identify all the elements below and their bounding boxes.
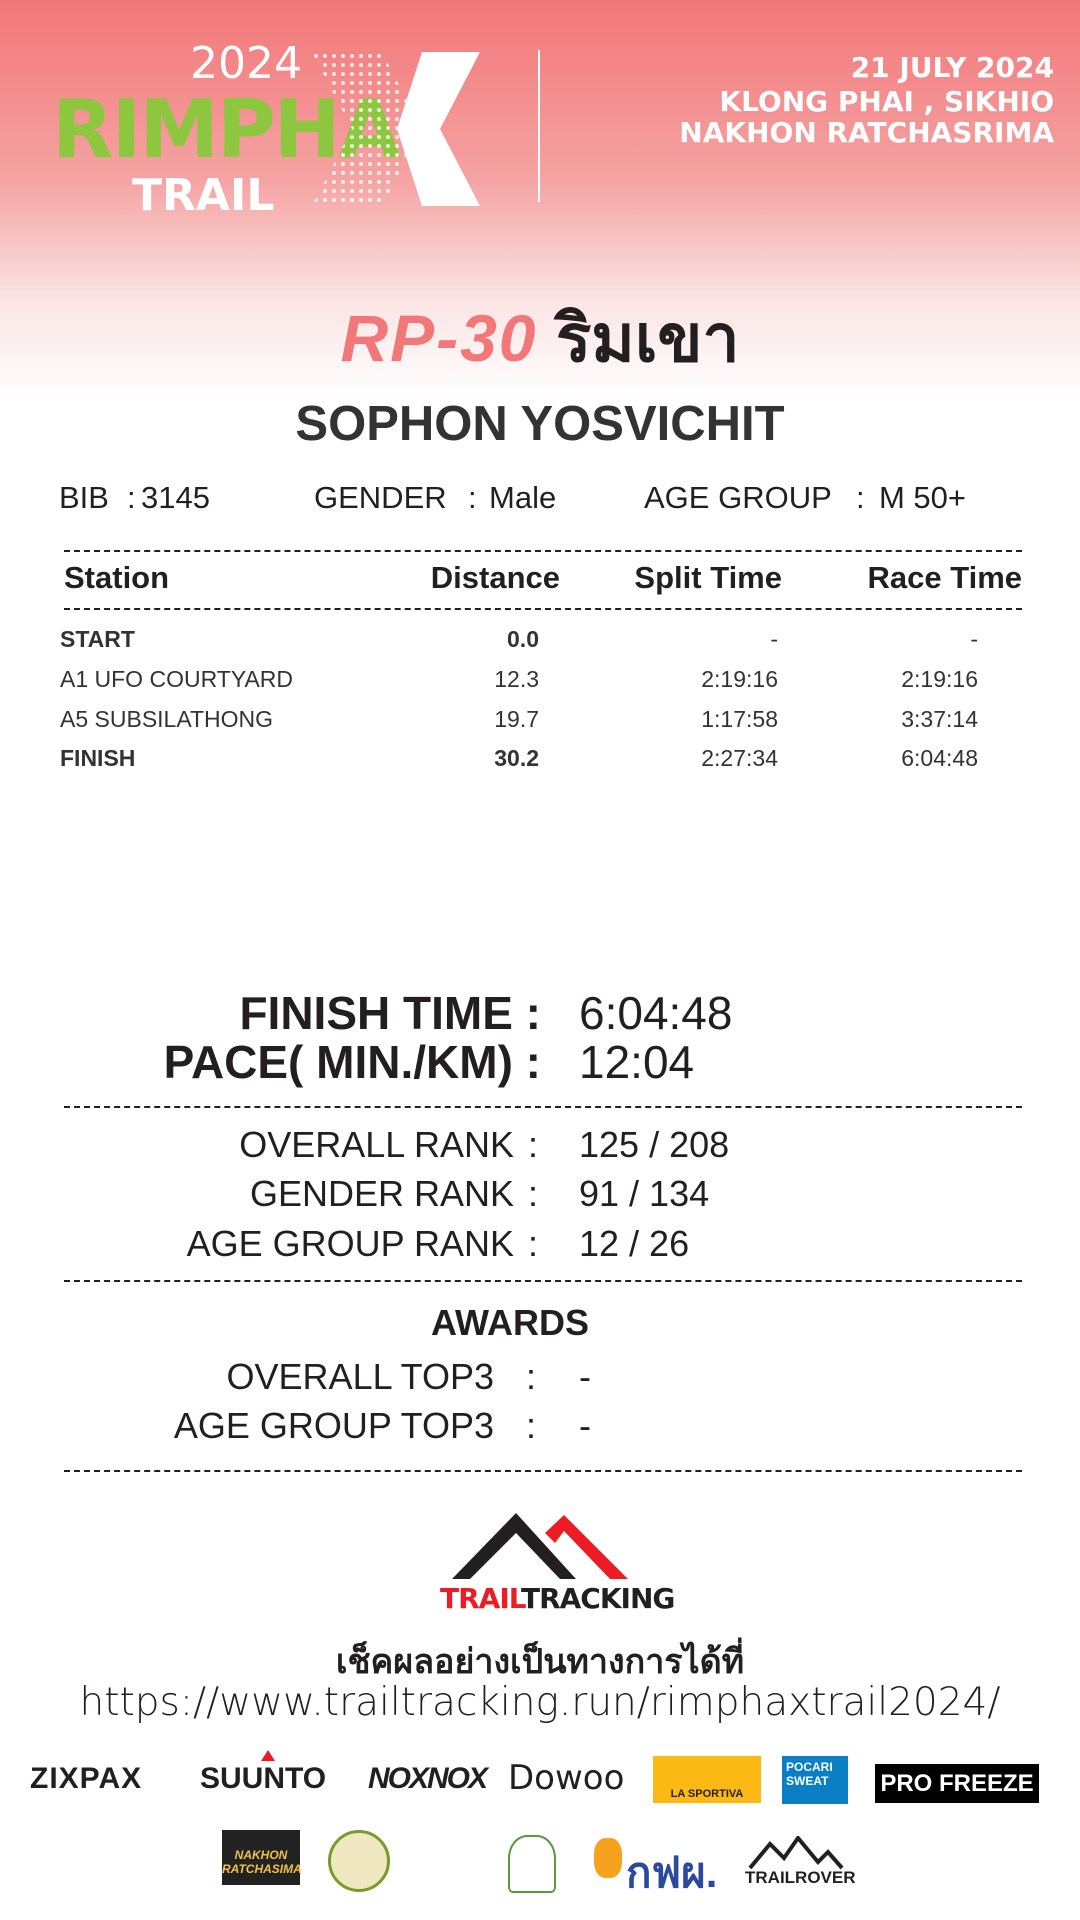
sponsor-profreeze: PRO FREEZE — [875, 1764, 1039, 1803]
race-name: ริมเขา — [555, 301, 740, 375]
event-location-2: NAKHON RATCHASRIMA — [679, 116, 1054, 149]
bib-label: BIB — [59, 480, 109, 515]
rank-sep: : — [528, 1223, 539, 1264]
gender-sep: : — [468, 480, 477, 515]
header-banner — [0, 0, 1080, 400]
station-name: A1 UFO COURTYARD — [60, 666, 294, 692]
event-date: 21 JULY 2024 — [850, 51, 1054, 84]
station-distance: 19.7 — [494, 706, 539, 732]
sponsor-nakhon: NAKHON RATCHASIMA — [222, 1830, 302, 1885]
divider — [64, 550, 1022, 552]
finish-time-label: FINISH TIME : — [239, 987, 541, 1039]
award-sep: : — [526, 1405, 537, 1446]
station-race-time: 6:04:48 — [901, 745, 978, 771]
station-distance: 0.0 — [507, 626, 539, 652]
rank-label: GENDER RANK — [249, 1173, 514, 1214]
bib-value: 3145 — [141, 480, 210, 515]
rank-label: OVERALL RANK — [239, 1124, 514, 1165]
award-label: AGE GROUP TOP3 — [173, 1405, 494, 1446]
gender-value: Male — [489, 480, 557, 515]
results-url-link[interactable]: https://www.trailtracking.run/rimphaxtra… — [79, 1680, 1001, 1725]
rank-value: 12 / 26 — [579, 1223, 690, 1264]
provincial-seal-icon — [328, 1830, 390, 1892]
divider — [64, 1470, 1022, 1472]
station-distance: 12.3 — [494, 666, 539, 692]
sponsor-trailrover: TRAILROVER — [745, 1868, 856, 1887]
station-name: A5 SUBSILATHONG — [60, 706, 274, 732]
divider — [64, 1280, 1022, 1282]
col-distance: Distance — [430, 560, 560, 595]
race-code: RP-30 — [340, 301, 538, 375]
logo-x-icon — [312, 52, 480, 206]
sports-authority-seal-icon — [508, 1835, 556, 1893]
sponsor-zixpax: ZIXPAX — [30, 1762, 143, 1795]
sponsor-dowoo: Dowoo — [508, 1758, 625, 1798]
station-split: 1:17:58 — [701, 706, 778, 732]
station-race-time: - — [970, 626, 978, 652]
col-race: Race Time — [867, 560, 1022, 595]
award-value: - — [579, 1356, 591, 1397]
runner-name: SOPHON YOSVICHIT — [295, 397, 785, 451]
trailtracking-logo: TRAILTRACKING — [440, 1582, 675, 1615]
finish-time-value: 6:04:48 — [579, 987, 733, 1039]
station-split: 2:19:16 — [701, 666, 778, 692]
award-value: - — [579, 1405, 591, 1446]
age-group-label: AGE GROUP — [644, 480, 832, 515]
awards-title: AWARDS — [430, 1302, 589, 1343]
logo-year: 2024 — [190, 38, 302, 89]
race-title: RP-30 ริมเขา — [0, 286, 1080, 391]
event-location-1: KLONG PHAI , SIKHIO — [719, 85, 1054, 118]
sponsor-suunto: SUUNTO — [200, 1762, 327, 1795]
station-name: FINISH — [60, 745, 136, 771]
trailtracking-mountain-icon — [452, 1513, 628, 1579]
award-label: OVERALL TOP3 — [226, 1356, 494, 1397]
award-sep: : — [526, 1356, 537, 1397]
bib-sep: : — [127, 480, 136, 515]
station-race-time: 2:19:16 — [901, 666, 978, 692]
brand-red: TRAIL — [440, 1582, 522, 1615]
brand-black: TRACKING — [520, 1582, 675, 1615]
divider — [64, 1106, 1022, 1108]
divider — [64, 608, 1022, 610]
col-split: Split Time — [634, 560, 782, 595]
pace-value: 12:04 — [579, 1036, 695, 1088]
trailrover-mountain-icon — [748, 1836, 844, 1870]
logo-sub: TRAIL — [132, 170, 275, 221]
thailand-map-icon — [594, 1838, 622, 1878]
gender-label: GENDER — [314, 480, 447, 515]
pace-label: PACE( MIN./KM) : — [163, 1036, 541, 1088]
station-split: 2:27:34 — [701, 745, 778, 771]
age-group-value: M 50+ — [879, 480, 967, 515]
rank-sep: : — [528, 1124, 539, 1165]
sponsor-noxnox: NOXNOX — [368, 1762, 488, 1795]
station-distance: 30.2 — [494, 745, 539, 771]
header-divider — [538, 50, 540, 202]
sponsor-egat: กฟผ. — [626, 1849, 718, 1896]
sponsor-pocari: POCARI SWEAT — [782, 1756, 848, 1804]
station-name: START — [60, 626, 135, 652]
sponsor-la-sportiva: LA SPORTIVA — [653, 1756, 761, 1803]
rank-sep: : — [528, 1173, 539, 1214]
suunto-triangle-icon — [261, 1750, 275, 1761]
age-group-sep: : — [856, 480, 865, 515]
station-split: - — [770, 626, 778, 652]
rank-value: 125 / 208 — [579, 1124, 730, 1165]
check-results-text: เช็คผลอย่างเป็นทางการได้ที่ — [335, 1643, 745, 1681]
col-station: Station — [64, 560, 170, 595]
station-race-time: 3:37:14 — [901, 706, 978, 732]
rank-label: AGE GROUP RANK — [186, 1223, 514, 1264]
rank-value: 91 / 134 — [579, 1173, 710, 1214]
